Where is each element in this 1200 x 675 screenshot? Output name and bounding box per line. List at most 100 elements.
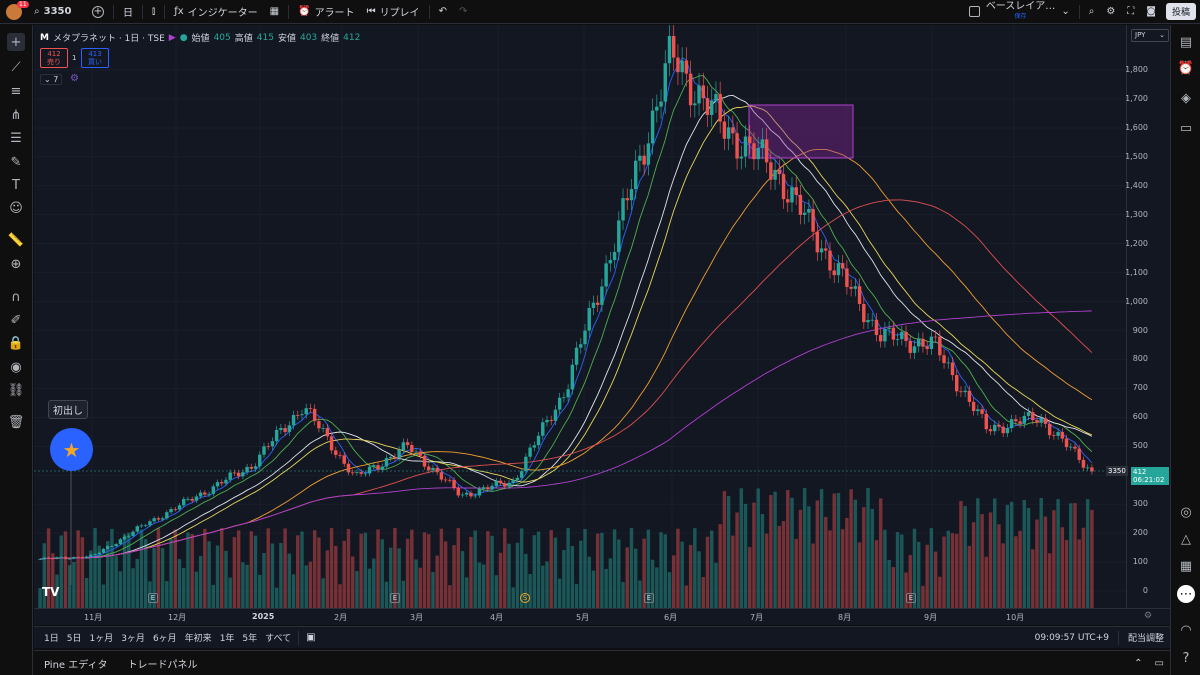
target-icon[interactable]: ◎ [1180, 504, 1192, 520]
triangle-icon[interactable]: △ [1181, 531, 1191, 547]
event-marker[interactable]: E [390, 593, 400, 603]
chart-pane[interactable]: M メタプラネット · 1日 · TSE ▶ ● 始値 405 高値 415 安値 4… [34, 25, 1126, 608]
emoji-icon[interactable]: ☺ [9, 200, 23, 216]
sell-button[interactable]: 412 売り [40, 48, 68, 68]
volume-bar [566, 528, 570, 608]
range-button[interactable]: 3ヶ月 [121, 634, 145, 644]
first-listing-marker[interactable]: ★ [50, 428, 93, 471]
volume-bar [549, 530, 553, 608]
avatar[interactable]: 11 [0, 0, 29, 24]
axis-settings-icon[interactable]: ⚙ [1144, 611, 1153, 621]
candle [625, 198, 629, 201]
interval-button[interactable]: 日 [123, 8, 133, 19]
range-button[interactable]: 1ヶ月 [89, 634, 114, 644]
more-apps-icon[interactable]: ⋯ [1177, 585, 1195, 603]
chat-icon[interactable]: ▭ [1179, 120, 1193, 136]
chart-type-button[interactable]: ⫾ [146, 0, 161, 24]
volume-bar [583, 528, 587, 608]
watchlist-icon[interactable]: ▤ [1179, 34, 1193, 50]
range-button[interactable]: 5日 [66, 634, 82, 644]
volume-bar [786, 490, 790, 608]
compare-symbol-button[interactable]: + [86, 0, 110, 24]
broadcast-icon[interactable]: ◠ [1180, 622, 1192, 638]
volume-bar [608, 558, 613, 608]
price-chart[interactable] [34, 25, 1126, 608]
maximize-icon[interactable]: ▭ [1154, 657, 1164, 669]
lock-drawing-icon[interactable]: ✐ [10, 312, 22, 328]
text-icon[interactable]: T [12, 177, 20, 193]
currency-selector[interactable]: JPY ⌄ [1131, 29, 1169, 42]
ruler-icon[interactable]: 📏 [7, 232, 25, 248]
clock[interactable]: 09:09:57 UTC+9 [1034, 632, 1109, 643]
volume-bar [959, 500, 963, 608]
publish-button[interactable]: 投稿 [1162, 0, 1200, 24]
moving-average-line [40, 57, 1093, 560]
symbol-title[interactable]: メタプラネット · 1日 · TSE [52, 34, 165, 44]
range-button[interactable]: 年初来 [184, 634, 212, 644]
indicators-toggle[interactable]: ⌄ 7 [40, 74, 63, 85]
buy-button[interactable]: 413 買い [81, 48, 109, 68]
redo-button[interactable]: ↷ [453, 0, 473, 24]
event-marker[interactable]: E [906, 593, 916, 603]
horizontal-lines-icon[interactable]: ≡ [10, 83, 22, 99]
time-axis[interactable]: 11月 12月 2025 2月 3月 4月 5月 6月 7月 8月 9月 10月 ⚙ [34, 608, 1170, 625]
pitchfork-icon[interactable]: ⋔ [10, 107, 22, 123]
range-button[interactable]: 1年 [219, 634, 235, 644]
candle [524, 456, 528, 472]
layouts-grid-button[interactable]: ▦ [264, 0, 285, 24]
candle [80, 557, 85, 559]
indicators-button[interactable]: ƒx インジケーター [174, 6, 258, 19]
candle [67, 558, 72, 560]
flag-icon[interactable]: ▶ [168, 32, 176, 43]
layers-icon[interactable]: ◈ [1181, 90, 1191, 106]
tab-pine-editor[interactable]: Pine エディタ [44, 659, 108, 671]
layout-selector[interactable]: ベースレイア… 保存 ⌄ [963, 0, 1076, 24]
range-button[interactable]: すべて [265, 634, 292, 644]
alerts-clock-icon[interactable]: ⏰ [1177, 60, 1195, 76]
link-icon[interactable]: ⛓ [7, 382, 25, 398]
volume-bar [688, 544, 693, 608]
magnet-icon[interactable]: ∩ [11, 289, 21, 305]
alert-button[interactable]: ⏰ アラート [298, 6, 355, 19]
event-marker[interactable]: E [148, 593, 158, 603]
undo-button[interactable]: ↶ [433, 0, 453, 24]
volume-bar [422, 532, 427, 608]
event-marker[interactable]: S [520, 593, 530, 603]
indicator-settings-icon[interactable]: ⚙ [70, 73, 79, 84]
dividend-adjust-button[interactable]: 配当調整 [1127, 634, 1164, 644]
range-button[interactable]: 6ヶ月 [152, 634, 177, 644]
volume-bar [536, 531, 541, 608]
fullscreen-button[interactable]: ⛶ [1121, 0, 1140, 24]
eye-icon[interactable]: ◉ [10, 359, 22, 375]
help-icon[interactable]: ? [1182, 650, 1190, 666]
zoom-icon[interactable]: ⊕ [10, 256, 22, 272]
event-marker[interactable]: E [644, 593, 654, 603]
settings-button[interactable]: ⚙ [1100, 0, 1121, 24]
range-button[interactable]: 1日 [44, 634, 59, 644]
date-range-icon[interactable]: ▣ [306, 632, 316, 643]
lock-icon[interactable]: 🔒 [7, 335, 25, 351]
range-button[interactable]: 5年 [242, 634, 258, 644]
chevron-up-icon[interactable]: ⌃ [1134, 657, 1143, 669]
fib-icon[interactable]: ☰ [10, 130, 22, 146]
tab-trade-panel[interactable]: トレードパネル [127, 659, 198, 671]
volume-bar [401, 580, 406, 608]
highlight-rectangle[interactable] [748, 104, 854, 159]
symbol-search-button[interactable]: ⌕ 3350 [28, 0, 86, 24]
price-axis[interactable]: JPY ⌄ 1,800 1,700 1,600 1,500 1,400 1,300 1,200… [1125, 25, 1170, 608]
candle [144, 525, 148, 527]
brush-icon[interactable]: ✎ [10, 154, 22, 170]
candle [177, 505, 182, 510]
volume-bar [287, 553, 292, 608]
candle [735, 133, 739, 159]
trendline-icon[interactable]: ⟋ [11, 59, 21, 75]
crosshair-icon[interactable]: + [7, 33, 25, 51]
trash-icon[interactable]: 🗑 [7, 414, 25, 430]
replay-button[interactable]: ⏮ リプレイ [366, 6, 420, 19]
snapshot-button[interactable]: ◙ [1140, 0, 1162, 24]
volume-bar [93, 528, 97, 608]
candle [815, 231, 820, 253]
quick-search-button[interactable]: ⌕ [1083, 0, 1101, 24]
calendar-icon[interactable]: ▦ [1179, 558, 1193, 574]
volume-bar [51, 553, 55, 608]
